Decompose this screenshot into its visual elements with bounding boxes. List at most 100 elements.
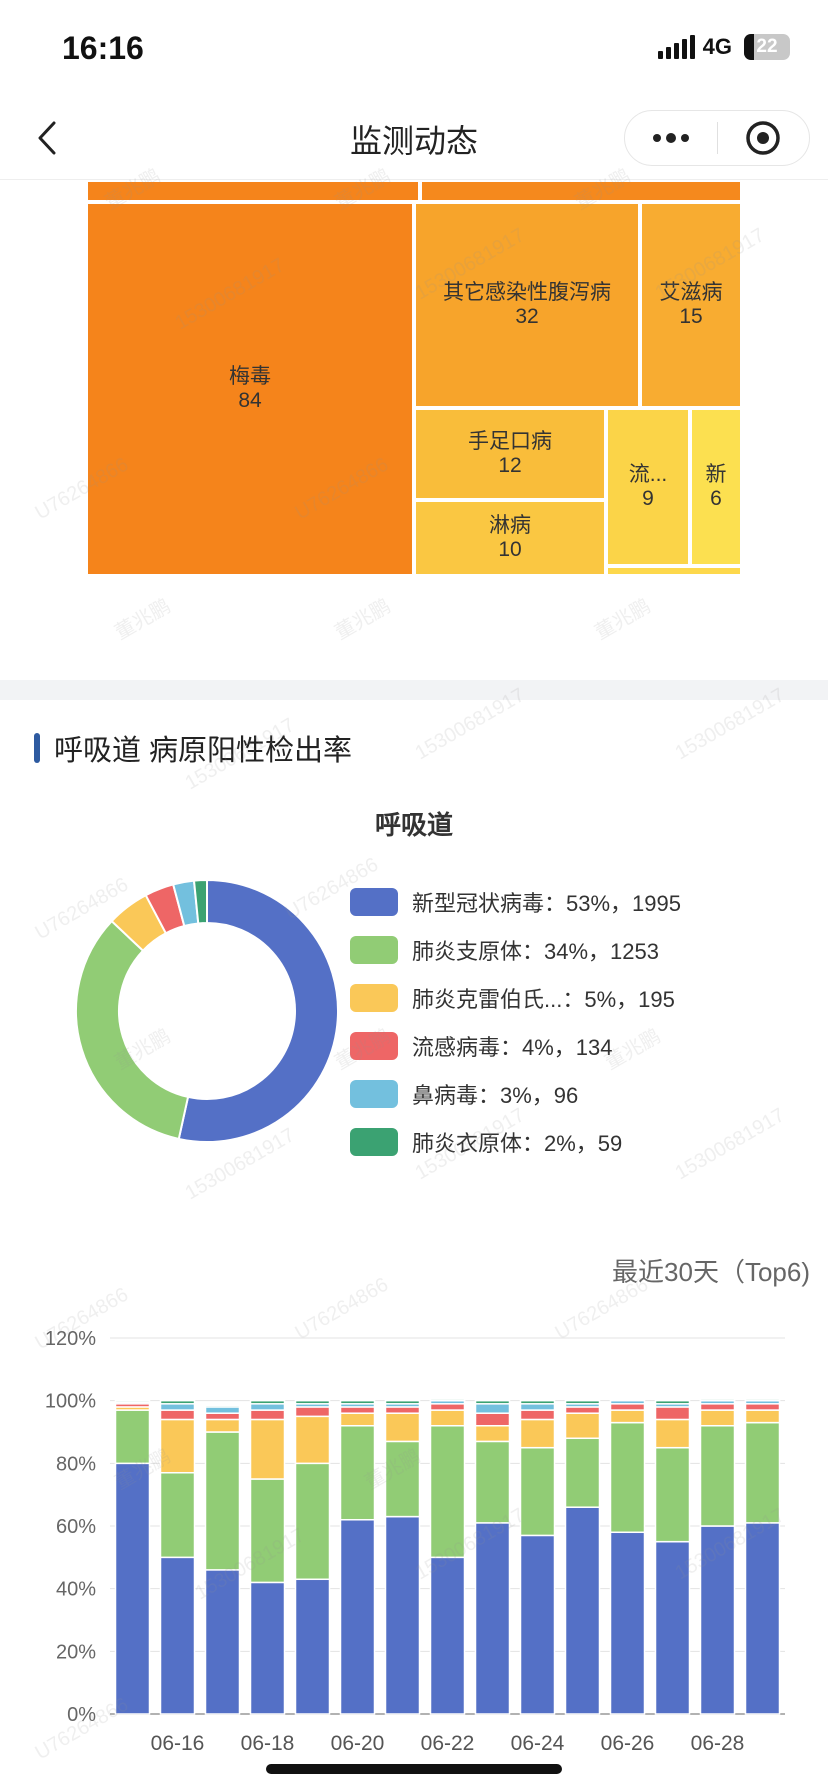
legend-item[interactable]: 新型冠状病毒：53%，1995 — [350, 878, 810, 926]
treemap-cell-tiny[interactable] — [606, 566, 742, 576]
bar-stack[interactable] — [204, 1404, 241, 1715]
bar-stack[interactable] — [429, 1398, 466, 1715]
donut-chart-title: 呼吸道 — [374, 810, 453, 840]
bar-stack[interactable] — [114, 1399, 151, 1715]
treemap-cell-syphilis[interactable]: 梅毒 84 — [86, 202, 414, 576]
treemap-cell-new[interactable]: 新 6 — [690, 408, 742, 566]
donut-slice-0[interactable] — [177, 878, 339, 1143]
bar-segment — [429, 1556, 466, 1715]
bar-segment — [744, 1522, 781, 1715]
close-button[interactable] — [718, 120, 810, 156]
treemap-value: 9 — [642, 487, 654, 510]
status-bar: 16:16 4G 22 — [0, 0, 828, 96]
bar-segment — [474, 1424, 511, 1443]
bar-segment — [384, 1440, 421, 1518]
treemap-label: 手足口病 — [468, 430, 552, 453]
bar-segment — [384, 1412, 421, 1443]
more-dots-icon — [652, 133, 689, 143]
bar-segment — [744, 1398, 781, 1402]
bar-segment — [294, 1399, 331, 1405]
legend-swatch — [350, 1080, 398, 1108]
legend-label: 肺炎支原体：34%，1253 — [412, 939, 659, 964]
bar-segment — [654, 1418, 691, 1449]
bar-segment — [519, 1446, 556, 1537]
bar-segment — [159, 1403, 196, 1411]
treemap-cell-aids[interactable]: 艾滋病 15 — [640, 202, 742, 408]
treemap-cell-hfmd[interactable]: 手足口病 12 — [414, 408, 606, 500]
bar-segment — [609, 1531, 646, 1715]
bar-segment — [159, 1556, 196, 1715]
bar-segment — [564, 1437, 601, 1508]
bar-segment — [654, 1540, 691, 1715]
back-button[interactable] — [36, 116, 76, 160]
respiratory-donut-chart — [75, 878, 339, 1143]
bar-segment — [384, 1515, 421, 1715]
battery-level: 22 — [756, 36, 778, 57]
bar-segment — [204, 1431, 241, 1571]
y-tick-label: 80% — [56, 1453, 96, 1475]
network-type: 4G — [702, 34, 732, 59]
bar-segment — [384, 1399, 421, 1405]
status-time: 16:16 — [62, 30, 144, 66]
bar-segment — [744, 1403, 781, 1411]
bar-segment — [294, 1406, 331, 1418]
legend-item[interactable]: 肺炎支原体：34%，1253 — [350, 926, 810, 974]
bar-stack[interactable] — [339, 1399, 376, 1715]
home-indicator — [266, 1764, 562, 1774]
bar-segment — [429, 1398, 466, 1402]
treemap-cell-top-right[interactable] — [420, 180, 742, 202]
bar-stack[interactable] — [654, 1399, 691, 1715]
treemap-label: 梅毒 — [229, 365, 271, 388]
legend-swatch — [350, 1128, 398, 1156]
bar-stack[interactable] — [474, 1399, 511, 1715]
bar-stack[interactable] — [249, 1399, 286, 1715]
donut-slice-1[interactable] — [75, 919, 190, 1141]
legend-item[interactable]: 流感病毒：4%，134 — [350, 1022, 810, 1070]
legend-swatch — [350, 984, 398, 1012]
treemap-value: 15 — [679, 305, 703, 328]
legend-item[interactable]: 肺炎衣原体：2%，59 — [350, 1118, 810, 1166]
treemap-cell-top-left[interactable] — [86, 180, 420, 202]
y-tick-label: 20% — [56, 1641, 96, 1663]
treemap-cell-flu[interactable]: 流... 9 — [606, 408, 690, 566]
bar-segment — [609, 1421, 646, 1534]
bar-stack[interactable] — [159, 1399, 196, 1715]
x-tick-label: 06-28 — [691, 1732, 745, 1755]
donut-slice-5[interactable] — [192, 878, 208, 925]
legend-swatch — [350, 936, 398, 964]
bar-stack[interactable] — [699, 1398, 736, 1715]
bar-stack[interactable] — [744, 1398, 781, 1715]
bar-stack[interactable] — [384, 1399, 421, 1715]
bar-segment — [204, 1406, 241, 1414]
bar-segment — [519, 1403, 556, 1411]
bar-segment — [159, 1409, 196, 1421]
bar-stack[interactable] — [294, 1399, 331, 1715]
bar-segment — [564, 1399, 601, 1405]
bar-segment — [204, 1412, 241, 1421]
treemap-cell-diarrhea[interactable]: 其它感染性腹泻病 32 — [414, 202, 640, 408]
bar-segment — [474, 1522, 511, 1715]
legend-label: 肺炎克雷伯氏...：5%，195 — [412, 987, 675, 1012]
treemap-cell-gonorrhea[interactable]: 淋病 10 — [414, 500, 606, 576]
bar-segment — [384, 1406, 421, 1414]
signal-icon — [657, 35, 695, 59]
bar-segment — [339, 1518, 376, 1715]
bar-segment — [294, 1415, 331, 1465]
bar-segment — [564, 1406, 601, 1414]
legend-label: 流感病毒：4%，134 — [412, 1035, 613, 1060]
treemap-value: 6 — [710, 487, 722, 510]
legend-item[interactable]: 肺炎克雷伯氏...：5%，195 — [350, 974, 810, 1022]
bar-stack[interactable] — [564, 1399, 601, 1715]
bar-segment — [429, 1409, 466, 1427]
mini-program-capsule — [624, 110, 810, 166]
capsule-divider — [716, 122, 718, 154]
bar-stack[interactable] — [519, 1399, 556, 1715]
legend-item[interactable]: 鼻病毒：3%，96 — [350, 1070, 810, 1118]
bar-segment — [609, 1403, 646, 1411]
bar-segment — [249, 1581, 286, 1715]
bar-segment — [519, 1418, 556, 1449]
bar-segment — [339, 1412, 376, 1427]
bar-segment — [699, 1403, 736, 1411]
bar-stack[interactable] — [609, 1399, 646, 1715]
more-button[interactable] — [625, 132, 717, 144]
